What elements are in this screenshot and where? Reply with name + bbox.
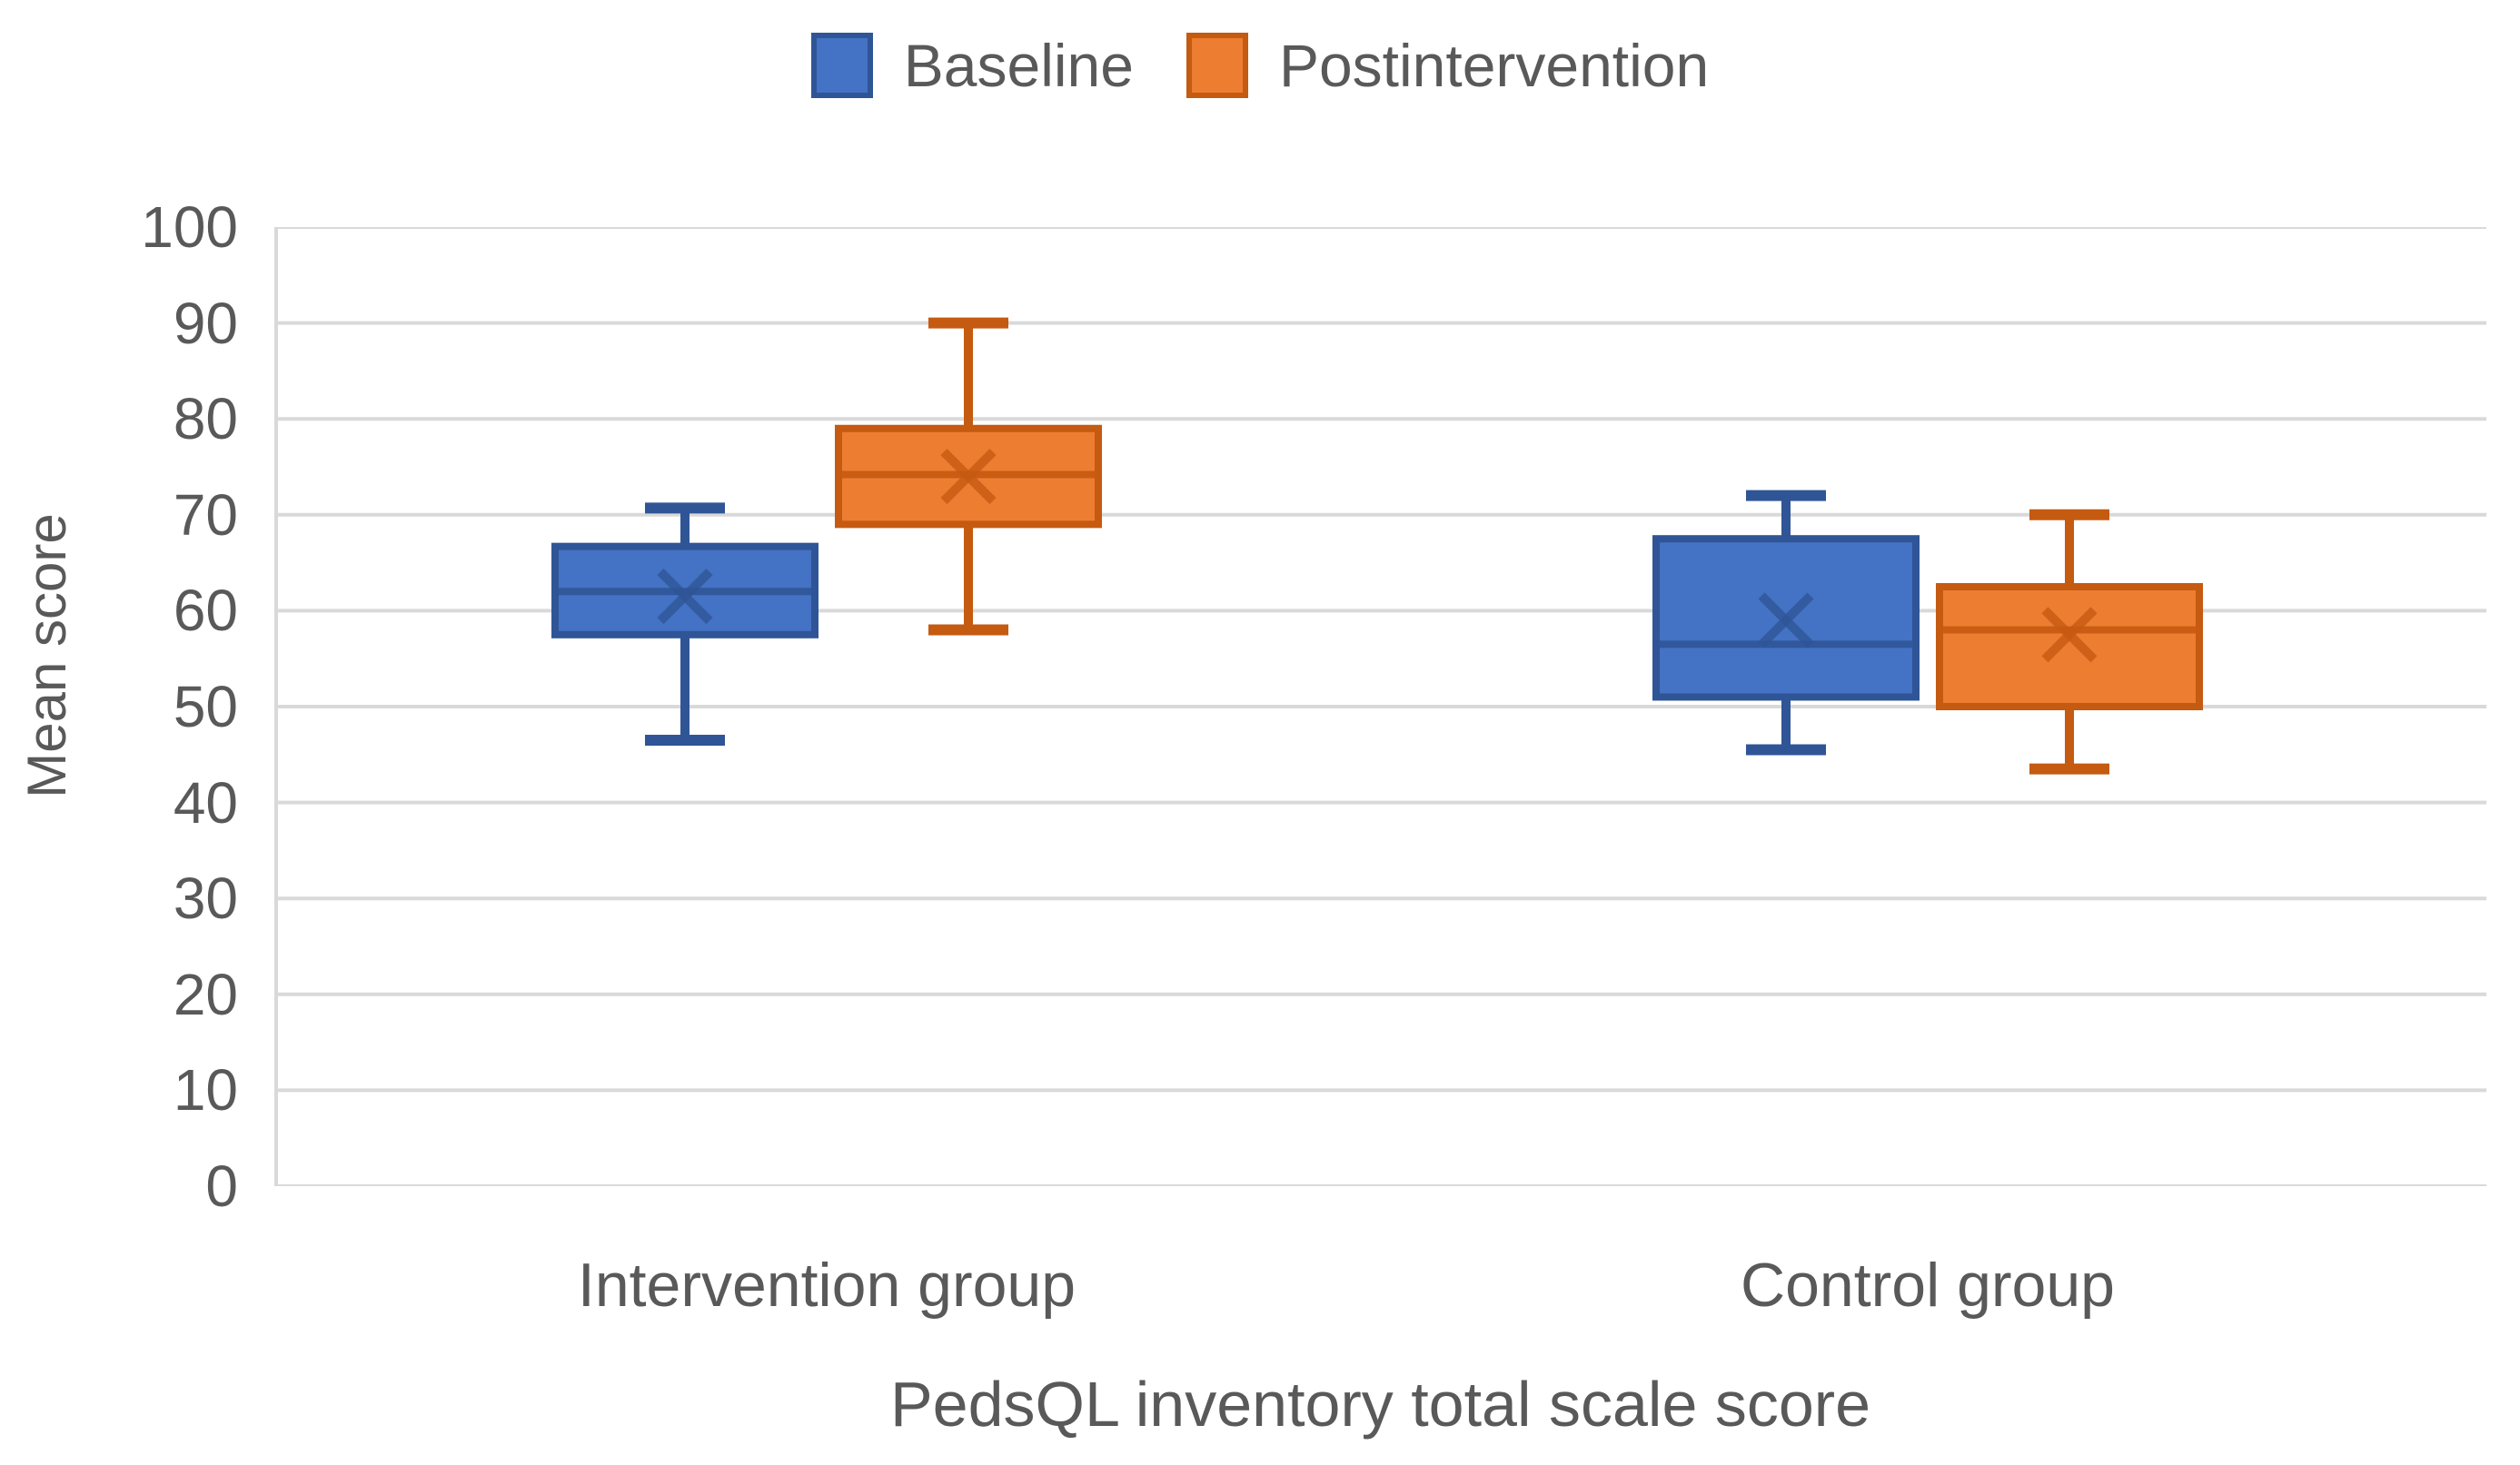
baseline-swatch-icon [810,33,873,98]
plot-svg [274,225,2486,1188]
legend-label-baseline: Baseline [903,32,1134,99]
y-tick-label-50: 50 [173,674,238,739]
iqr-box [1936,583,2203,710]
mean-marker-x [2041,607,2098,663]
box-intervention-group-postintervention [835,317,1102,636]
y-tick-label-90: 90 [173,290,238,356]
legend-item-postintervention: Postintervention [1186,33,1709,98]
y-tick-label-10: 10 [173,1057,238,1123]
legend-item-baseline: Baseline [810,32,1134,99]
box-control-group-baseline [1652,490,1920,756]
box-intervention-group-baseline [551,502,819,746]
postintervention-swatch-icon [1186,33,1248,98]
box-control-group-postintervention [1936,509,2203,775]
y-axis-title: Mean score [16,513,77,798]
x-axis-title: PedsQL inventory total scale score [889,1369,1871,1440]
y-tick-label-60: 60 [173,578,238,644]
mean-marker-x [940,449,997,505]
y-tick-label-40: 40 [173,769,238,836]
category-label-intervention-group: Intervention group [577,1251,1076,1320]
legend: Baseline Postintervention [0,33,2520,98]
category-label-control-group: Control group [1740,1251,2116,1320]
y-tick-label-70: 70 [173,481,238,548]
legend-label-postintervention: Postintervention [1278,32,1710,99]
mean-marker-x [1758,592,1814,648]
y-tick-label-0: 0 [205,1153,238,1219]
mean-marker-x [657,569,713,625]
y-tick-label-30: 30 [173,866,238,932]
y-tick-label-100: 100 [141,194,238,260]
y-tick-label-20: 20 [173,961,238,1027]
plot-area [274,225,2486,1188]
y-tick-label-80: 80 [173,386,238,452]
